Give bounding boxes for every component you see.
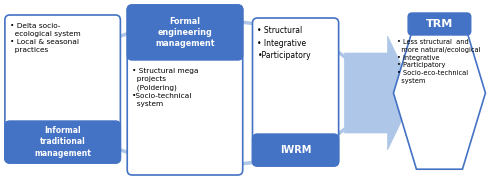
FancyBboxPatch shape xyxy=(5,121,120,163)
Text: • Delta socio-
  ecological system
• Local & seasonal
  practices: • Delta socio- ecological system • Local… xyxy=(10,23,80,53)
FancyBboxPatch shape xyxy=(5,15,120,163)
Text: • Structural
• Integrative
•Participatory: • Structural • Integrative •Participator… xyxy=(258,26,311,60)
Text: IWRM: IWRM xyxy=(280,145,312,155)
FancyBboxPatch shape xyxy=(127,5,242,60)
FancyBboxPatch shape xyxy=(252,18,338,166)
FancyBboxPatch shape xyxy=(252,134,338,166)
Polygon shape xyxy=(394,17,486,169)
Polygon shape xyxy=(344,36,415,150)
FancyBboxPatch shape xyxy=(408,13,471,35)
Text: Formal
engineering
management: Formal engineering management xyxy=(155,17,214,48)
Text: Informal
traditional
management: Informal traditional management xyxy=(34,126,91,158)
FancyBboxPatch shape xyxy=(127,5,242,175)
Text: TRM: TRM xyxy=(426,19,453,29)
Text: • Structural mega
  projects
  (Poldering)
•Socio-technical
  system: • Structural mega projects (Poldering) •… xyxy=(132,68,198,107)
Text: • Less structural  and
  more natural/ecological
• Integrative
• Participatory
•: • Less structural and more natural/ecolo… xyxy=(398,39,481,84)
